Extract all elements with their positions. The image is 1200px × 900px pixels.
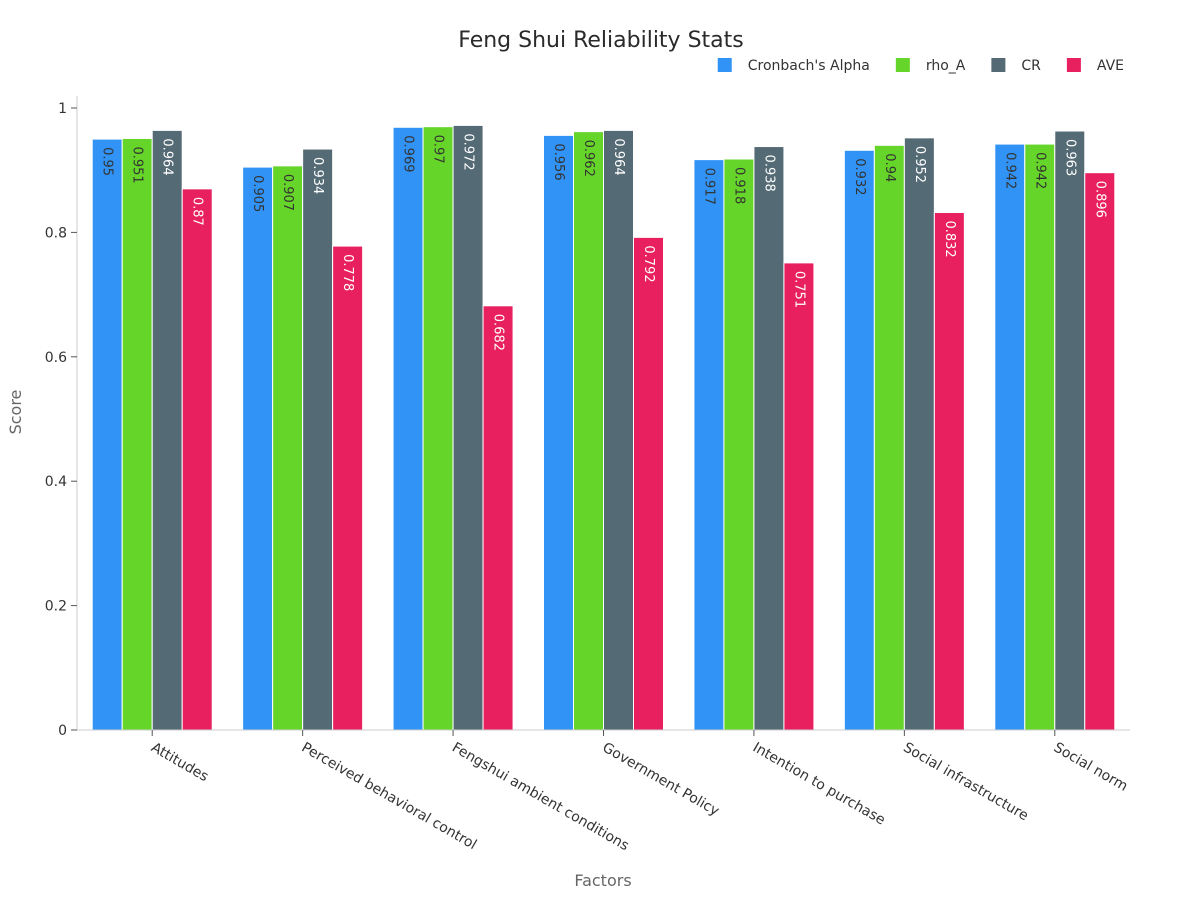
bar	[723, 158, 755, 731]
x-tick-label: Social infrastructure	[900, 740, 1031, 825]
bar-group: 0.956 0.962 0.964 0.792	[543, 129, 664, 731]
bar	[392, 126, 424, 731]
bar-value-label: 0.682	[491, 314, 506, 351]
bar	[181, 188, 213, 731]
bar	[633, 236, 664, 731]
bar-value-label: 0.969	[401, 135, 416, 172]
bar	[933, 211, 965, 731]
bar	[603, 129, 634, 731]
legend-item: Cronbach's Alpha	[717, 58, 870, 74]
bar-value-label: 0.778	[340, 254, 355, 291]
x-axis-title: Factors	[574, 871, 631, 890]
x-tick-label: Government Policy	[600, 740, 722, 820]
bar	[91, 138, 123, 731]
bar	[693, 159, 725, 731]
bar-value-label: 0.792	[641, 245, 656, 282]
bar	[873, 144, 905, 731]
bar	[1024, 143, 1056, 731]
bar	[272, 165, 304, 731]
bar	[242, 166, 274, 731]
bar-group: 0.942 0.942 0.963 0.896	[994, 130, 1116, 731]
y-axis: 0 0.2 0.4 0.6 0.8 1	[45, 96, 78, 739]
legend-label: CR	[1021, 58, 1041, 74]
legend-item: AVE	[1066, 58, 1124, 74]
bar-value-label: 0.932	[852, 158, 867, 195]
bar	[903, 137, 935, 731]
bar-value-label: 0.97	[431, 135, 446, 164]
bar-value-label: 0.907	[280, 174, 295, 211]
bar-value-label: 0.942	[1032, 152, 1047, 189]
y-axis-title: Score	[6, 390, 25, 435]
bar	[753, 146, 785, 731]
bar	[1084, 172, 1116, 731]
y-tick-label: 1	[58, 101, 67, 117]
x-tick-label: Social norm	[1051, 740, 1130, 795]
bar-value-label: 0.964	[611, 138, 626, 175]
legend-item: CR	[991, 58, 1041, 74]
bar-group: 0.932 0.94 0.952 0.832	[843, 137, 965, 731]
y-tick-label: 0.8	[45, 225, 67, 241]
x-tick-label: Attitudes	[148, 740, 211, 786]
bar	[332, 245, 364, 731]
bar	[994, 143, 1026, 731]
bar-group: 0.905 0.907 0.934 0.778	[242, 148, 364, 731]
bar-value-label: 0.952	[912, 146, 927, 183]
legend-swatch	[991, 58, 1006, 72]
bar-value-label: 0.972	[461, 133, 476, 170]
legend-label: Cronbach's Alpha	[748, 58, 870, 74]
bar-value-label: 0.942	[1002, 152, 1017, 189]
bar-value-label: 0.832	[942, 220, 957, 257]
bar	[422, 126, 454, 731]
legend: Cronbach's Alpha rho_A CR AVE	[717, 58, 1124, 74]
y-tick-label: 0	[58, 723, 67, 739]
legend-swatch	[1066, 58, 1081, 72]
legend-item: rho_A	[895, 58, 966, 74]
bar-value-label: 0.751	[791, 271, 806, 308]
legend-label: AVE	[1097, 58, 1124, 74]
bar	[482, 305, 514, 731]
y-tick-label: 0.6	[45, 350, 67, 366]
bar-value-label: 0.94	[882, 153, 897, 182]
bar	[452, 124, 484, 731]
bar-value-label: 0.95	[100, 147, 115, 176]
bar	[843, 149, 875, 731]
bar-value-label: 0.905	[250, 175, 265, 212]
x-tick-label: Perceived behavioral control	[299, 740, 480, 854]
bar-group: 0.95 0.951 0.964 0.87	[91, 129, 213, 731]
bar-group: 0.917 0.918 0.938 0.751	[693, 146, 815, 731]
bar	[151, 129, 183, 731]
y-tick-label: 0.4	[45, 474, 67, 490]
bar	[121, 137, 153, 731]
legend-swatch	[717, 58, 732, 72]
bar-value-label: 0.918	[731, 167, 746, 204]
bar	[543, 134, 574, 731]
bar-value-label: 0.87	[190, 197, 205, 226]
bar-value-label: 0.917	[701, 168, 716, 205]
legend-label: rho_A	[926, 58, 966, 74]
y-tick-label: 0.2	[45, 599, 67, 615]
bar-value-label: 0.963	[1062, 139, 1077, 176]
bar	[783, 262, 815, 731]
bar-value-label: 0.934	[310, 157, 325, 194]
bar	[302, 148, 334, 731]
bar-value-label: 0.951	[130, 146, 145, 183]
legend-swatch	[895, 58, 910, 72]
x-tick-label: Intention to purchase	[750, 740, 888, 829]
bar-value-label: 0.956	[551, 143, 566, 180]
bar-group: 0.969 0.97 0.972 0.682	[392, 124, 514, 731]
bar-value-label: 0.896	[1092, 181, 1107, 218]
bar	[573, 131, 604, 731]
bar-value-label: 0.962	[581, 140, 596, 177]
bar-value-label: 0.964	[160, 138, 175, 175]
x-axis: Attitudes Perceived behavioral controlFen…	[77, 729, 1130, 854]
bar	[1054, 130, 1086, 731]
chart-title: Feng Shui Reliability Stats	[458, 28, 743, 53]
bar-value-label: 0.938	[761, 155, 776, 192]
